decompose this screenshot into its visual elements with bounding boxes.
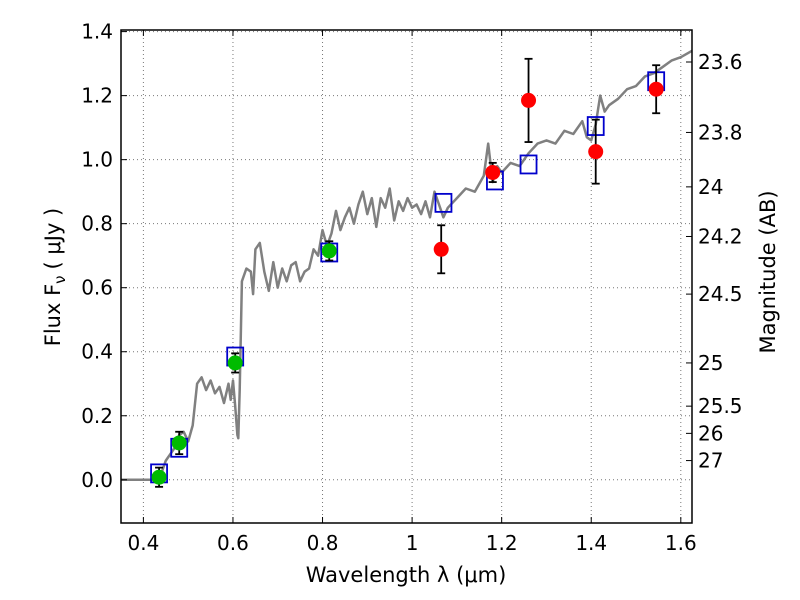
y-axis-title-unit: ( μJy ) — [41, 208, 65, 270]
y-axis-title: Flux Fν ( μJy ) — [41, 208, 69, 347]
right-axis-title: Magnitude (AB) — [756, 190, 780, 353]
x-tick-label: 0.6 — [217, 531, 249, 555]
right-tick-label: 24.2 — [698, 224, 743, 248]
plot-frame — [120, 29, 693, 524]
green-data-point — [151, 469, 167, 485]
y-tick-label: 0.2 — [81, 404, 113, 428]
ticks-layer: 0.4 0.6 0.8 1 1.2 1.4 1.6 0.0 0.2 0.4 0.6 0.8 1.0 1.2… — [81, 20, 742, 555]
spectrum-line — [121, 49, 693, 482]
x-tick-label: 0.4 — [127, 531, 159, 555]
y-tick-label: 1.4 — [81, 20, 113, 44]
red-data-point — [521, 92, 537, 108]
y-axis-title-main: Flux F — [41, 284, 65, 346]
right-tick-label: 24.5 — [698, 282, 743, 306]
plot-background — [121, 30, 692, 523]
right-tick-label: 26 — [698, 421, 723, 445]
green-data-point — [171, 435, 187, 451]
right-tick-label: 25 — [698, 351, 723, 375]
right-tick-label: 25.5 — [698, 394, 743, 418]
points-layer — [150, 57, 666, 488]
green-data-point — [321, 243, 337, 259]
x-axis-title: Wavelength λ (μm) — [306, 563, 507, 587]
y-tick-label: 0.8 — [81, 212, 113, 236]
model-photometry-square — [519, 154, 538, 175]
right-tick-label: 27 — [698, 449, 723, 473]
green-data-point — [227, 355, 243, 371]
y-tick-label: 1.2 — [81, 84, 113, 108]
y-axis-title-subscript: ν — [51, 275, 69, 283]
y-tick-label: 0.6 — [81, 276, 113, 300]
red-data-point — [588, 144, 604, 160]
y-tick-label: 0.4 — [81, 340, 113, 364]
red-data-point — [648, 81, 664, 97]
model-photometry-square — [434, 192, 453, 213]
right-tick-label: 23.8 — [698, 120, 743, 144]
x-tick-label: 1.2 — [486, 531, 518, 555]
right-tick-label: 23.6 — [698, 50, 743, 74]
x-tick-label: 0.8 — [307, 531, 339, 555]
x-tick-label: 1.6 — [665, 531, 697, 555]
y-tick-label: 1.0 — [81, 148, 113, 172]
spectrum-layer — [121, 49, 693, 482]
x-tick-label: 1 — [406, 531, 419, 555]
right-tick-label: 24 — [698, 175, 723, 199]
red-data-point — [433, 241, 449, 257]
y-tick-label: 0.0 — [81, 468, 113, 492]
red-data-point — [485, 164, 501, 180]
x-tick-label: 1.4 — [575, 531, 607, 555]
